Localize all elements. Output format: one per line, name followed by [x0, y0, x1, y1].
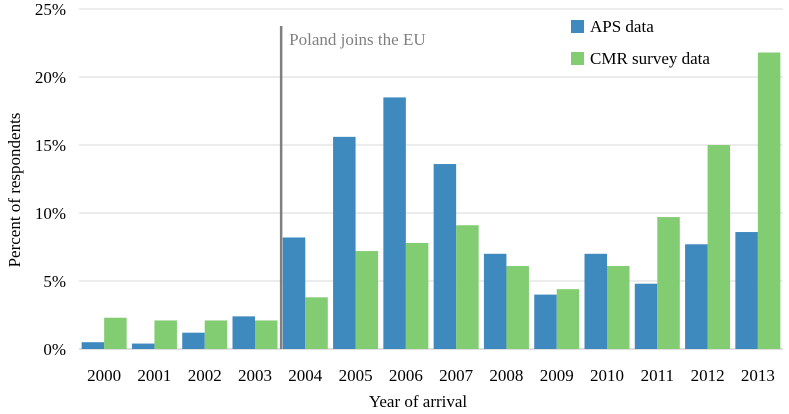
legend-swatch	[571, 52, 584, 65]
y-tick-label: 5%	[43, 272, 66, 291]
x-tick-label: 2013	[741, 366, 775, 385]
bar-cmr-2011	[657, 217, 680, 349]
bar-cmr-2002	[204, 320, 228, 349]
x-tick-label: 2004	[288, 366, 323, 385]
x-tick-label: 2011	[641, 366, 674, 385]
x-tick-label: 2008	[489, 366, 523, 385]
x-tick-labels: 2000 2001 2002 2003 2004 2005 2006 2007 2008 2009…	[87, 366, 775, 385]
annotation: Poland joins the EU	[279, 26, 426, 349]
bar-cmr-2013	[757, 52, 781, 350]
x-tick-label: 2003	[238, 366, 272, 385]
bar-aps-2013	[735, 232, 758, 349]
bar-cmr-2001	[154, 320, 177, 349]
bar-cmr-2010	[607, 266, 630, 349]
y-tick-label: 10%	[35, 204, 66, 223]
x-tick-label: 2000	[87, 366, 121, 385]
bar-cmr-2009	[556, 289, 580, 349]
bar-aps-2002	[182, 332, 205, 349]
x-tick-label: 2007	[439, 366, 474, 385]
legend-label: CMR survey data	[590, 49, 710, 68]
x-tick-label: 2012	[691, 366, 725, 385]
bar-cmr-2007	[456, 225, 479, 349]
y-tick-label: 15%	[35, 136, 66, 155]
legend-label: APS data	[590, 17, 654, 36]
bars	[81, 52, 781, 350]
y-tick-labels: 0% 5% 10% 15% 20% 25%	[35, 0, 66, 359]
bar-aps-2001	[131, 343, 155, 349]
x-axis-title: Year of arrival	[369, 392, 468, 411]
legend-swatch	[571, 20, 584, 33]
bar-cmr-2006	[405, 242, 429, 349]
bar-aps-2000	[81, 342, 105, 349]
legend: APS data CMR survey data	[571, 17, 710, 68]
x-tick-label: 2010	[590, 366, 624, 385]
bar-cmr-2008	[506, 266, 529, 349]
x-tick-label: 2005	[339, 366, 373, 385]
x-tick-label: 2006	[389, 366, 423, 385]
y-tick-label: 0%	[43, 340, 66, 359]
x-tick-label: 2002	[188, 366, 222, 385]
bar-aps-2009	[534, 294, 557, 349]
y-axis-title: Percent of respondents	[5, 113, 24, 268]
annotation-label: Poland joins the EU	[289, 30, 425, 49]
bar-aps-2012	[685, 244, 708, 349]
bar-aps-2008	[483, 253, 507, 349]
bar-aps-2003	[232, 316, 255, 349]
bar-aps-2010	[584, 253, 607, 349]
bar-aps-2004	[282, 237, 306, 349]
bar-cmr-2003	[255, 320, 278, 349]
y-tick-label: 25%	[35, 0, 66, 19]
bar-cmr-2000	[104, 317, 127, 349]
bar-cmr-2004	[305, 297, 328, 349]
bar-cmr-2012	[707, 145, 731, 349]
x-tick-label: 2001	[137, 366, 171, 385]
y-tick-label: 20%	[35, 68, 66, 87]
x-tick-label: 2009	[540, 366, 574, 385]
bar-aps-2007	[433, 164, 457, 349]
bar-cmr-2005	[355, 251, 379, 349]
bar-aps-2006	[383, 97, 406, 350]
bar-aps-2005	[333, 136, 356, 349]
bar-aps-2011	[634, 283, 658, 349]
